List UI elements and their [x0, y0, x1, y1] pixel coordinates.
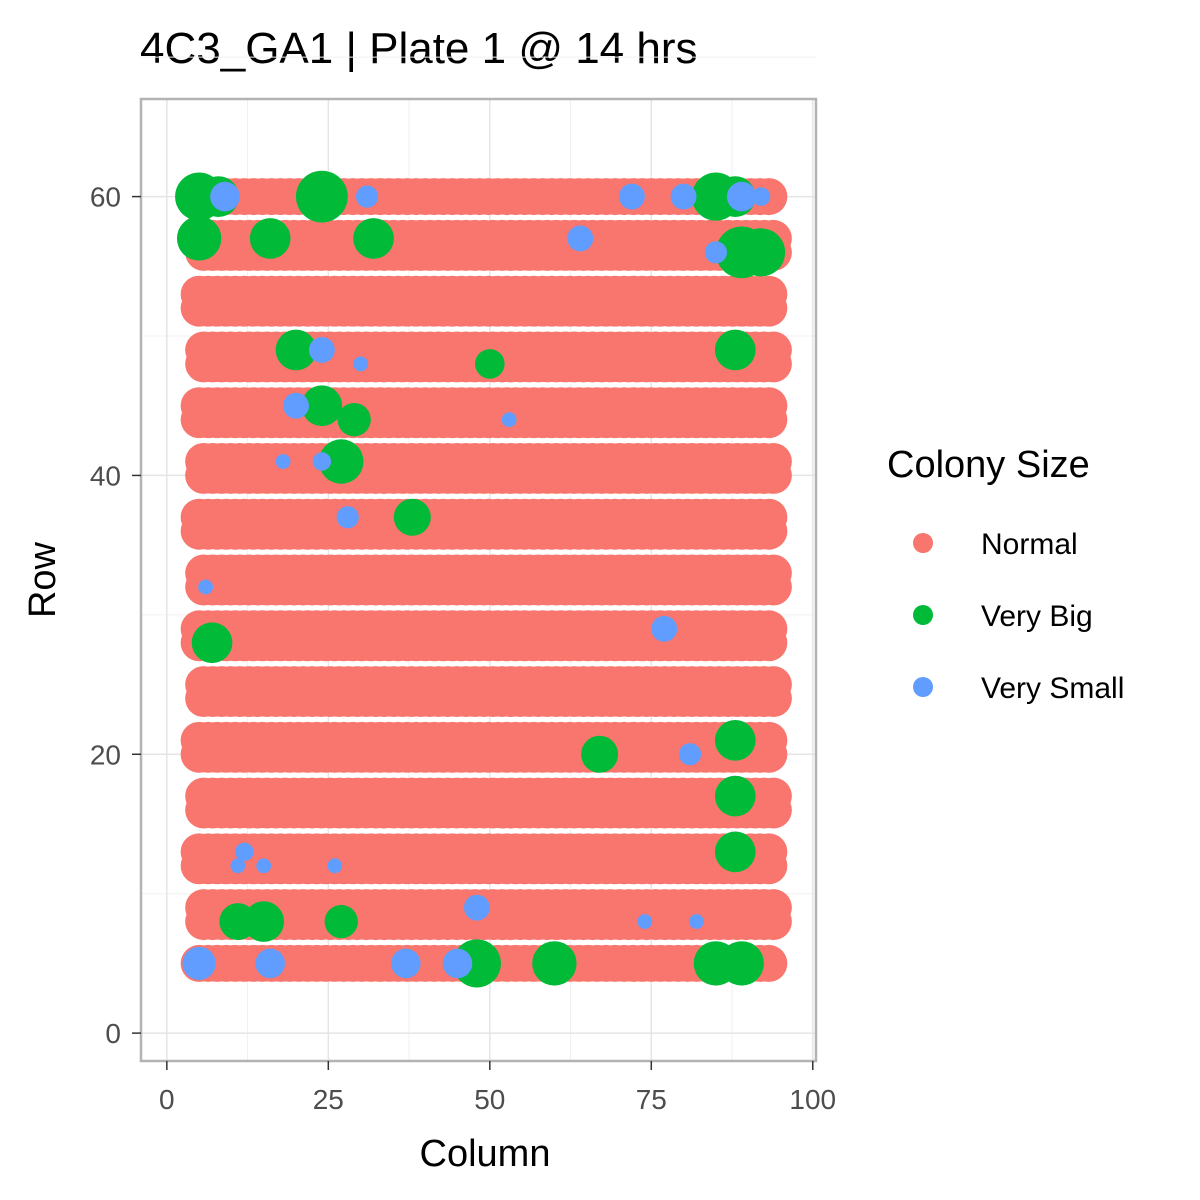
- legend-label: Normal: [981, 528, 1078, 561]
- point-normal: [754, 442, 792, 480]
- chart-title: 4C3_GA1 | Plate 1 @ 14 hrs: [140, 24, 698, 73]
- point-very-small: [442, 948, 473, 979]
- point-very-small: [689, 914, 704, 929]
- point-very-big: [581, 735, 619, 773]
- y-tick-label: 40: [90, 460, 121, 491]
- point-normal: [750, 721, 788, 759]
- point-very-small: [651, 615, 678, 642]
- data-points: [175, 170, 792, 988]
- point-very-small: [618, 183, 645, 210]
- point-very-big: [275, 329, 317, 371]
- legend-key-very-small: [913, 677, 933, 697]
- point-very-big: [319, 439, 364, 484]
- point-normal: [754, 331, 792, 369]
- panel-border: [139, 97, 818, 1063]
- legend-label: Very Big: [981, 600, 1093, 633]
- point-normal: [750, 610, 788, 648]
- point-very-small: [308, 337, 335, 363]
- point-very-small: [355, 185, 379, 208]
- point-normal: [750, 387, 788, 425]
- x-tick-label: 50: [474, 1084, 505, 1115]
- point-very-small: [275, 454, 291, 469]
- point-very-big: [176, 216, 222, 261]
- point-very-small: [704, 241, 727, 264]
- x-tick-label: 0: [159, 1084, 175, 1115]
- point-very-big: [714, 831, 756, 873]
- point-very-small: [182, 946, 216, 981]
- point-very-big: [301, 385, 343, 427]
- point-very-small: [463, 894, 490, 921]
- y-axis-ticks: 0 20 40 60: [90, 182, 141, 1049]
- point-very-small: [210, 181, 240, 212]
- point-normal: [754, 889, 792, 927]
- point-very-big: [353, 218, 394, 259]
- point-very-big: [737, 228, 786, 277]
- point-very-small: [501, 412, 517, 428]
- point-very-big: [324, 904, 358, 939]
- plot-panel: [139, 56, 818, 1063]
- point-very-big: [719, 941, 764, 986]
- point-very-small: [353, 356, 369, 372]
- legend-label: Very Small: [981, 672, 1124, 705]
- point-very-small: [255, 948, 285, 979]
- point-very-small: [567, 225, 594, 252]
- point-normal: [754, 777, 792, 815]
- point-very-small: [235, 842, 254, 862]
- point-very-big: [337, 403, 371, 437]
- point-very-small: [751, 187, 771, 206]
- point-very-small: [327, 858, 343, 874]
- point-very-big: [714, 329, 756, 371]
- x-axis-title: Column: [420, 1133, 551, 1175]
- x-axis-ticks: 0 25 50 75 100: [159, 1061, 836, 1115]
- legend-items: Normal Very Big Very Small: [913, 528, 1124, 705]
- point-very-big: [393, 498, 431, 536]
- point-very-small: [670, 183, 697, 210]
- point-very-small: [230, 858, 246, 874]
- point-very-big: [532, 941, 577, 986]
- x-tick-label: 25: [313, 1084, 344, 1115]
- point-normal: [754, 666, 792, 704]
- legend: Colony Size Normal Very Big Very Small: [887, 444, 1124, 705]
- point-very-big: [243, 901, 285, 942]
- point-very-small: [312, 452, 332, 471]
- point-very-small: [391, 948, 421, 979]
- point-normal: [750, 498, 788, 536]
- x-tick-label: 100: [789, 1084, 836, 1115]
- point-very-big: [714, 775, 756, 817]
- legend-key-normal: [913, 533, 933, 553]
- point-normal: [750, 275, 788, 313]
- y-tick-label: 60: [90, 182, 121, 213]
- x-tick-label: 75: [636, 1084, 667, 1115]
- point-very-small: [637, 914, 653, 929]
- point-very-big: [295, 170, 348, 223]
- point-normal: [754, 554, 792, 592]
- point-very-small: [726, 181, 757, 212]
- point-very-big: [475, 349, 505, 379]
- point-very-small: [256, 858, 272, 874]
- point-very-small: [198, 579, 213, 595]
- point-very-small: [336, 506, 359, 529]
- point-very-small: [678, 743, 702, 766]
- legend-key-very-big: [913, 605, 933, 625]
- point-very-big: [191, 622, 233, 664]
- y-tick-label: 0: [105, 1018, 121, 1049]
- y-axis-title: Row: [22, 541, 64, 618]
- y-tick-label: 20: [90, 739, 121, 770]
- point-very-big: [249, 218, 291, 259]
- legend-title: Colony Size: [887, 444, 1090, 486]
- point-very-big: [714, 719, 756, 761]
- point-normal: [750, 833, 788, 871]
- point-very-small: [283, 392, 309, 419]
